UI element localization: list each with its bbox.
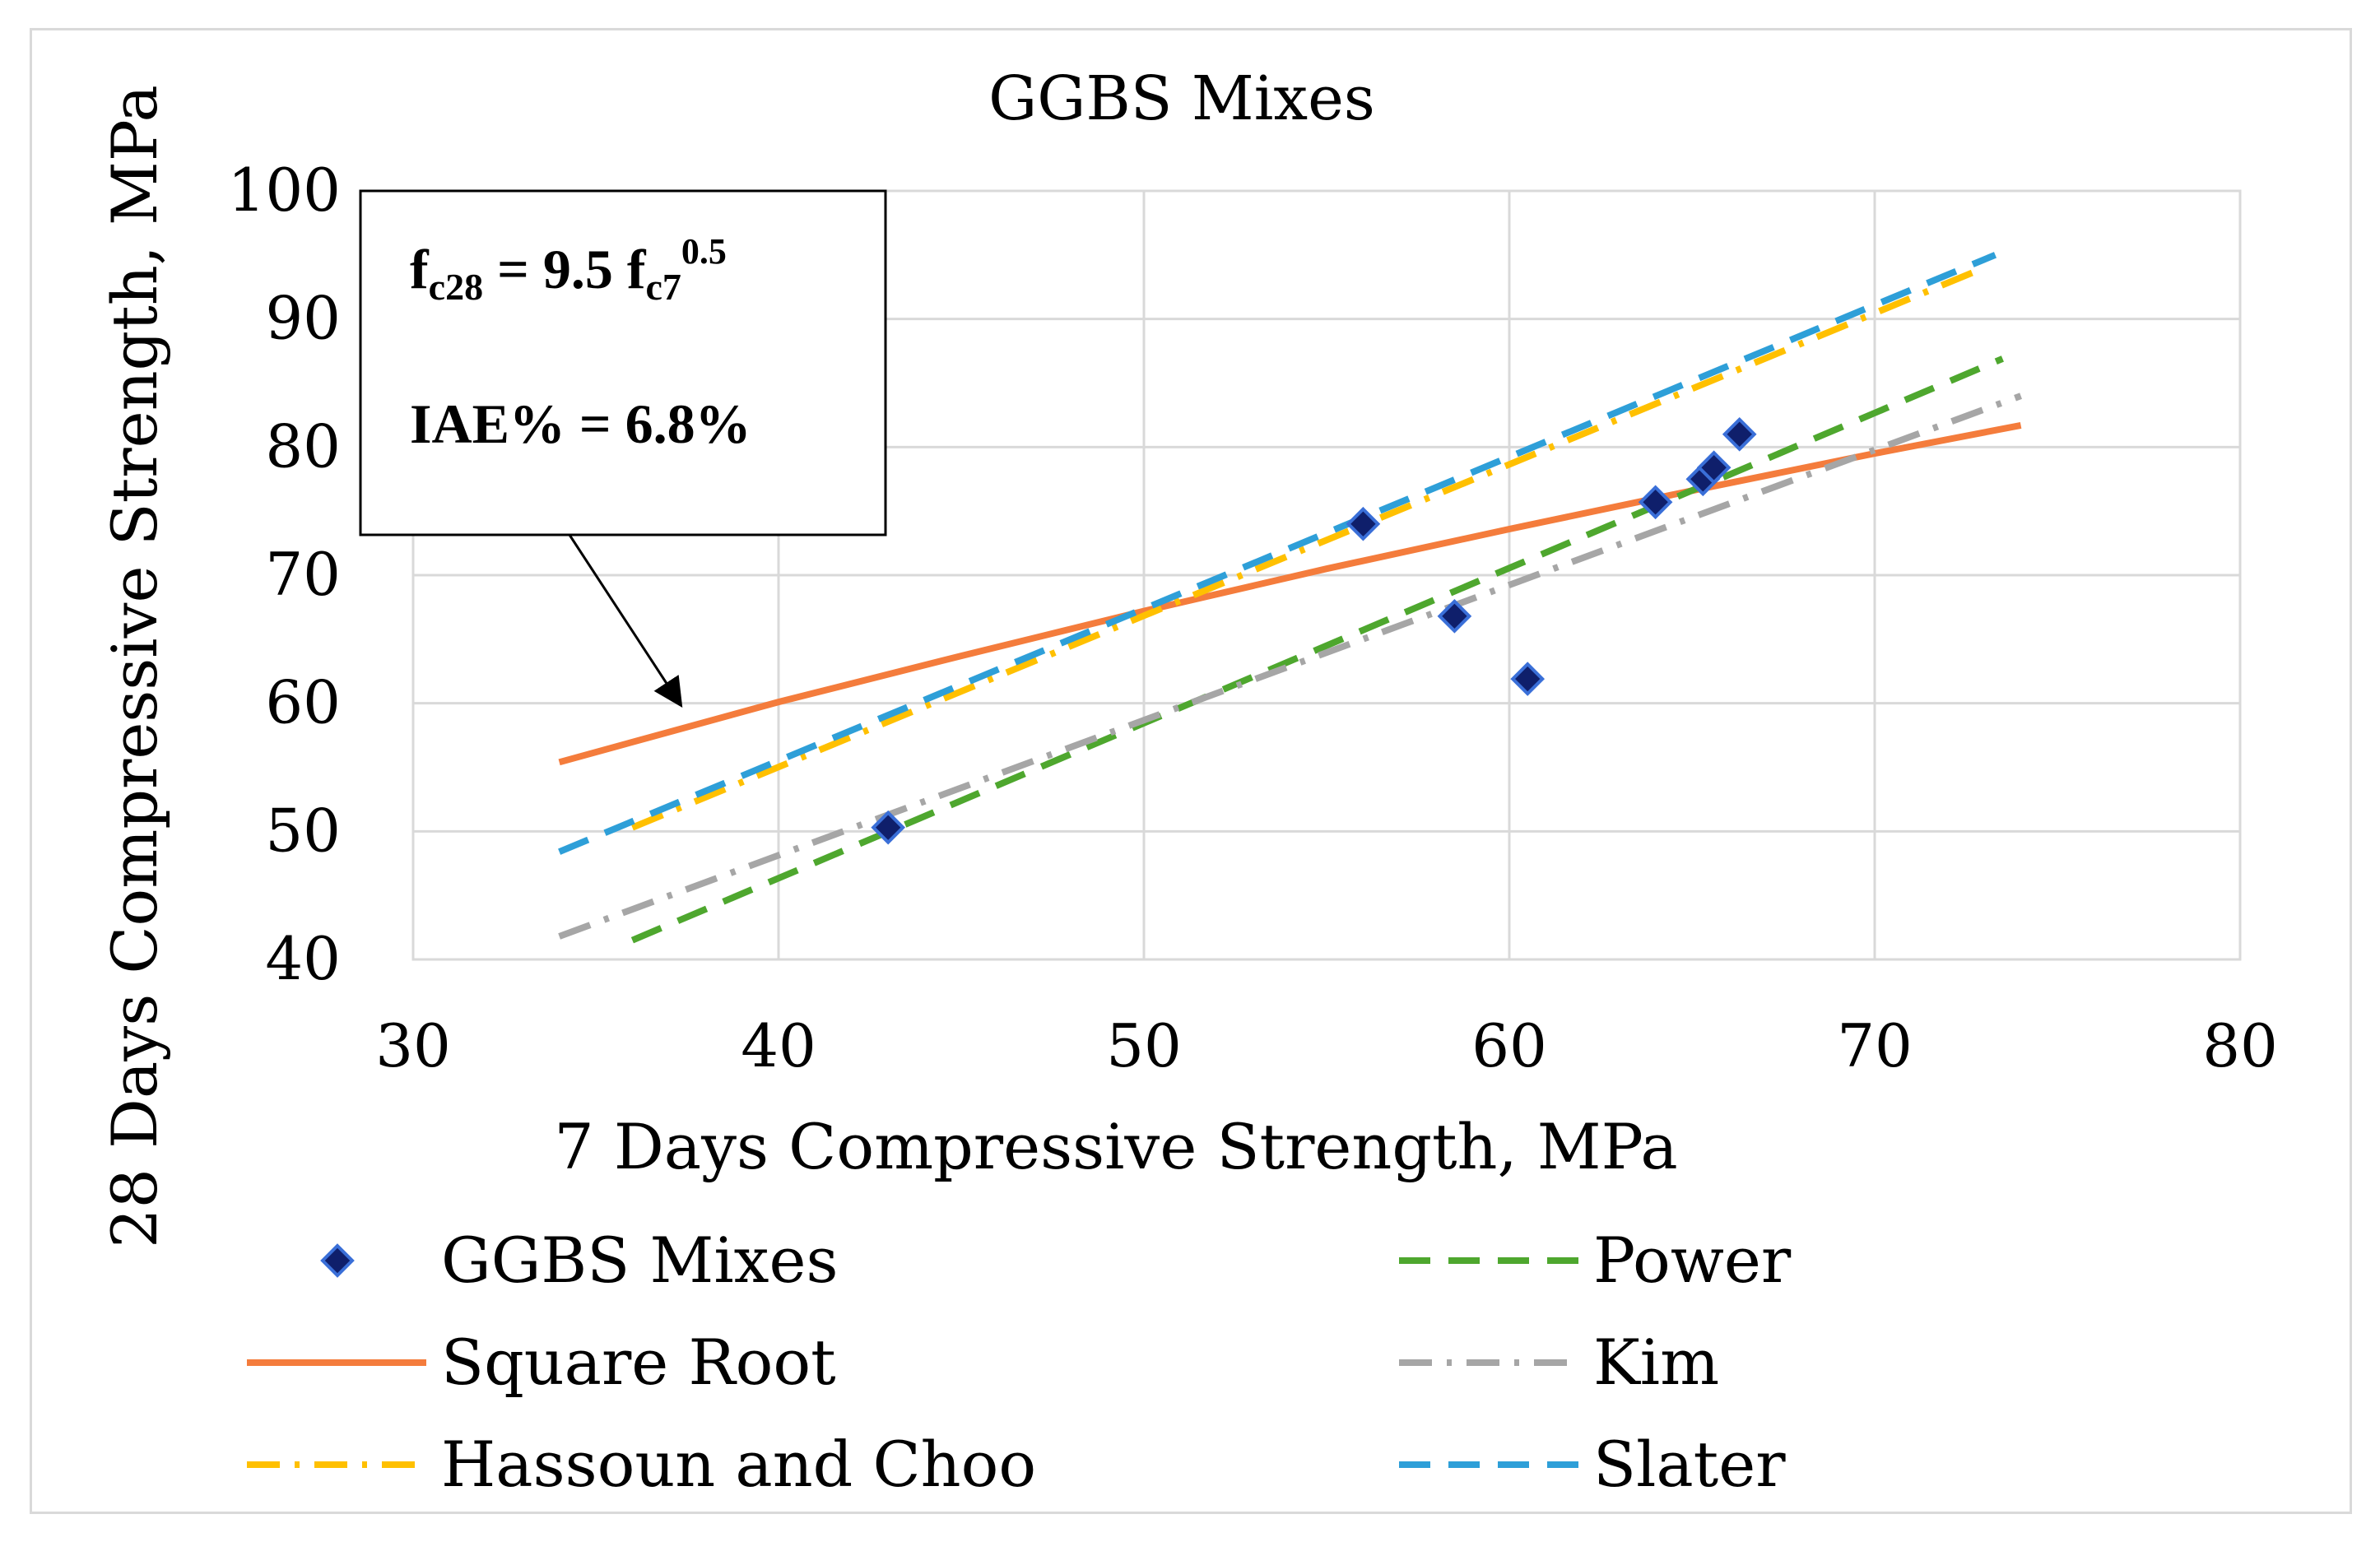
y-tick-label: 100 bbox=[228, 156, 341, 225]
legend-label: Slater bbox=[1593, 1428, 1786, 1501]
annotation-equation: fc28 = 9.5 fc70.5 bbox=[410, 231, 727, 308]
legend-item-power: Power bbox=[1399, 1224, 1792, 1297]
y-tick-label: 80 bbox=[265, 411, 341, 481]
data-point bbox=[1638, 485, 1673, 520]
legend-label: Hassoun and Choo bbox=[441, 1428, 1036, 1501]
series-line-power bbox=[630, 355, 2004, 944]
data-point bbox=[1510, 662, 1546, 696]
data-point bbox=[1696, 450, 1732, 485]
legend-item-hassoun-and-choo: Hassoun and Choo bbox=[247, 1428, 1036, 1501]
eq-mid: = 9.5 f bbox=[483, 238, 647, 300]
data-point bbox=[1437, 598, 1472, 634]
eq-main: f bbox=[410, 238, 430, 300]
legend-label: Power bbox=[1593, 1224, 1792, 1297]
legend-label: Kim bbox=[1593, 1326, 1719, 1399]
y-tick-label: 50 bbox=[265, 796, 341, 865]
data-point bbox=[1346, 506, 1381, 541]
x-tick-label: 80 bbox=[2202, 1011, 2278, 1080]
axes: 30 40 50 60 70 80 40 50 60 70 80 90 100 bbox=[228, 156, 2278, 1080]
annotation-box: fc28 = 9.5 fc70.5 IAE% = 6.8% bbox=[359, 189, 887, 536]
legend-marker bbox=[320, 1243, 355, 1278]
series-line-kim bbox=[558, 392, 2022, 940]
annotation-rect bbox=[359, 189, 887, 536]
annotation-iae: IAE% = 6.8% bbox=[410, 392, 751, 455]
x-tick-label: 40 bbox=[741, 1011, 816, 1080]
series-layer bbox=[558, 252, 2022, 944]
data-point bbox=[871, 810, 906, 845]
y-axis-label: 28 Days Compressive Strength, MPa bbox=[98, 85, 171, 1248]
x-tick-label: 60 bbox=[1471, 1011, 1547, 1080]
eq-sub1: c28 bbox=[429, 266, 483, 308]
series-line-square-root bbox=[558, 421, 2022, 766]
series-line-hassoun-and-choo bbox=[630, 264, 1986, 831]
legend-item-ggbs-mixes: GGBS Mixes bbox=[320, 1224, 838, 1297]
legend-item-slater: Slater bbox=[1399, 1428, 1786, 1501]
x-axis-label: 7 Days Compressive Strength, MPa bbox=[554, 1110, 1677, 1183]
x-tick-label: 70 bbox=[1837, 1011, 1913, 1080]
data-point bbox=[1722, 416, 1757, 452]
series-line-slater bbox=[558, 252, 1997, 855]
legend: GGBS Mixes Square Root Hassoun and Choo Pow… bbox=[247, 1224, 1792, 1501]
y-tick-label: 70 bbox=[265, 540, 341, 609]
y-tick-label: 90 bbox=[265, 284, 341, 353]
y-tick-label: 60 bbox=[265, 668, 341, 737]
x-tick-label: 50 bbox=[1106, 1011, 1182, 1080]
eq-sub2: c7 bbox=[645, 266, 681, 308]
x-tick-label: 30 bbox=[375, 1011, 451, 1080]
legend-item-kim: Kim bbox=[1399, 1326, 1719, 1399]
legend-item-square-root: Square Root bbox=[247, 1326, 836, 1399]
plot-area-border bbox=[411, 189, 2242, 961]
legend-label: Square Root bbox=[441, 1326, 836, 1399]
eq-sup: 0.5 bbox=[681, 231, 727, 272]
legend-label: GGBS Mixes bbox=[441, 1224, 838, 1297]
chart-title: GGBS Mixes bbox=[988, 63, 1375, 134]
annotation-arrow bbox=[568, 534, 683, 708]
y-tick-label: 40 bbox=[265, 924, 341, 993]
